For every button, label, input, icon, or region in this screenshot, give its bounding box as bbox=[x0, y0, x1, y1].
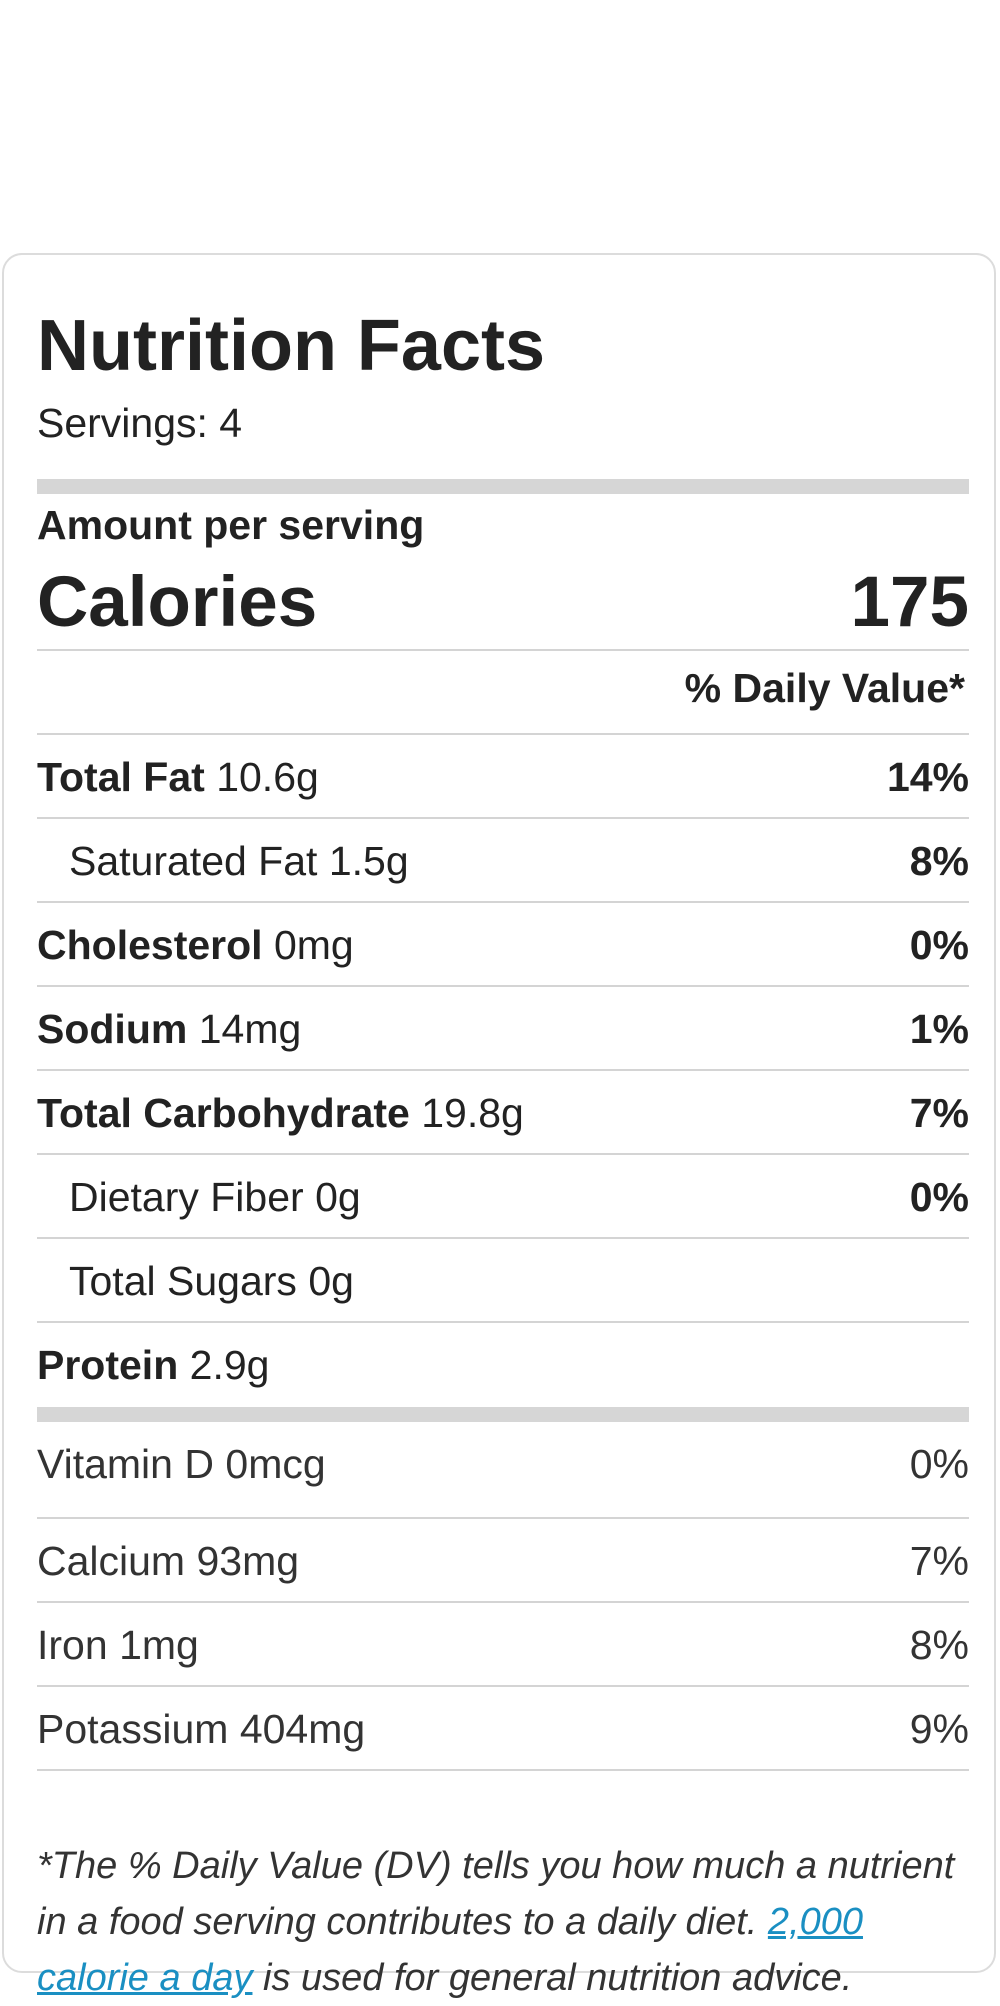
nutrient-row-sodium: Sodium 14mg 1% bbox=[37, 987, 969, 1071]
nutrient-daily-value: 1% bbox=[909, 1006, 969, 1052]
nutrient-label: Total Fat 10.6g bbox=[37, 757, 319, 798]
nutrient-name: Total Sugars bbox=[69, 1258, 297, 1304]
amount-per-serving-label: Amount per serving bbox=[37, 502, 425, 548]
vitamin-amount: 0mcg bbox=[225, 1441, 326, 1487]
divider bbox=[37, 985, 969, 987]
nutrient-name: Total Carbohydrate bbox=[37, 1090, 410, 1136]
divider bbox=[37, 1321, 969, 1323]
nutrient-label: Saturated Fat 1.5g bbox=[69, 841, 409, 882]
daily-value-footnote: *The % Daily Value (DV) tells you how mu… bbox=[37, 1838, 969, 2006]
divider bbox=[37, 649, 969, 651]
vitamin-row-vitamin-d: Vitamin D 0mcg 0% bbox=[37, 1422, 969, 1506]
nutrient-daily-value: 0% bbox=[909, 922, 969, 968]
footnote-text-end: is used for general nutrition advice. bbox=[252, 1957, 853, 1999]
nutrient-label: Total Carbohydrate 19.8g bbox=[37, 1093, 524, 1134]
nutrient-name: Protein bbox=[37, 1342, 179, 1388]
nutrient-label: Total Sugars 0g bbox=[69, 1261, 354, 1302]
nutrient-row-total-fat: Total Fat 10.6g 14% bbox=[37, 735, 969, 819]
vitamin-name: Vitamin D bbox=[37, 1441, 214, 1487]
vitamin-label: Calcium 93mg bbox=[37, 1541, 299, 1582]
divider bbox=[37, 817, 969, 819]
nutrient-row-saturated-fat: Saturated Fat 1.5g 8% bbox=[37, 819, 969, 903]
nutrient-daily-value: 14% bbox=[886, 754, 969, 800]
vitamin-amount: 404mg bbox=[239, 1706, 366, 1752]
nutrient-row-protein: Protein 2.9g bbox=[37, 1323, 969, 1407]
nutrient-amount: 19.8g bbox=[421, 1090, 524, 1136]
nutrient-name: Sodium bbox=[37, 1006, 188, 1052]
vitamin-row-potassium: Potassium 404mg 9% bbox=[37, 1687, 969, 1771]
vitamin-daily-value: 9% bbox=[909, 1706, 969, 1752]
vitamin-daily-value: 8% bbox=[909, 1622, 969, 1668]
vitamin-amount: 1mg bbox=[119, 1622, 199, 1668]
nutrient-amount: 14mg bbox=[198, 1006, 302, 1052]
nutrient-name: Dietary Fiber bbox=[69, 1174, 304, 1220]
divider bbox=[37, 1153, 969, 1155]
footnote-text: *The % Daily Value (DV) tells you how mu… bbox=[37, 1845, 955, 1943]
nutrient-row-total-carbohydrate: Total Carbohydrate 19.8g 7% bbox=[37, 1071, 969, 1155]
nutrient-name: Cholesterol bbox=[37, 922, 263, 968]
nutrient-amount: 2.9g bbox=[189, 1342, 270, 1388]
daily-value-header: % Daily Value* bbox=[684, 665, 965, 711]
vitamin-label: Potassium 404mg bbox=[37, 1709, 365, 1750]
nutrient-daily-value: 7% bbox=[909, 1090, 969, 1136]
nutrient-row-total-sugars: Total Sugars 0g bbox=[37, 1239, 969, 1323]
nutrient-label: Cholesterol 0mg bbox=[37, 925, 354, 966]
vitamin-label: Iron 1mg bbox=[37, 1625, 199, 1666]
nutrient-amount: 0g bbox=[315, 1174, 361, 1220]
nutrient-label: Sodium 14mg bbox=[37, 1009, 301, 1050]
nutrient-amount: 1.5g bbox=[328, 838, 409, 884]
divider bbox=[37, 1685, 969, 1687]
calories-row: Calories 175 bbox=[37, 567, 969, 643]
divider bbox=[37, 1237, 969, 1239]
vitamin-name: Iron bbox=[37, 1622, 108, 1668]
nutrient-amount: 0mg bbox=[273, 922, 354, 968]
divider bbox=[37, 1517, 969, 1519]
divider bbox=[37, 1069, 969, 1071]
nutrition-facts-panel: Nutrition Facts Servings: 4 Amount per s… bbox=[2, 253, 996, 1999]
calories-value: 175 bbox=[850, 563, 969, 642]
nutrient-amount: 10.6g bbox=[216, 754, 319, 800]
calories-label: Calories bbox=[37, 563, 318, 642]
vitamin-row-iron: Iron 1mg 8% bbox=[37, 1603, 969, 1687]
nutrition-facts-title: Nutrition Facts bbox=[37, 306, 546, 386]
vitamin-daily-value: 7% bbox=[909, 1538, 969, 1584]
nutrient-name: Total Fat bbox=[37, 754, 205, 800]
vitamin-row-calcium: Calcium 93mg 7% bbox=[37, 1519, 969, 1603]
divider bbox=[37, 1601, 969, 1603]
vitamin-name: Potassium bbox=[37, 1706, 229, 1752]
nutrient-label: Dietary Fiber 0g bbox=[69, 1177, 361, 1218]
vitamin-amount: 93mg bbox=[196, 1538, 300, 1584]
divider bbox=[37, 901, 969, 903]
nutrient-daily-value: 8% bbox=[909, 838, 969, 884]
vitamin-label: Vitamin D 0mcg bbox=[37, 1444, 326, 1485]
nutrient-label: Protein 2.9g bbox=[37, 1345, 269, 1386]
vitamin-name: Calcium bbox=[37, 1538, 186, 1584]
nutrient-name: Saturated Fat bbox=[69, 838, 318, 884]
divider bbox=[37, 1769, 969, 1771]
nutrient-row-dietary-fiber: Dietary Fiber 0g 0% bbox=[37, 1155, 969, 1239]
thick-divider-vitamins bbox=[37, 1407, 969, 1422]
divider bbox=[37, 733, 969, 735]
vitamin-daily-value: 0% bbox=[909, 1441, 969, 1487]
servings-count: Servings: 4 bbox=[37, 400, 243, 446]
nutrient-amount: 0g bbox=[308, 1258, 354, 1304]
thick-divider-top bbox=[37, 479, 969, 494]
nutrient-daily-value: 0% bbox=[909, 1174, 969, 1220]
nutrient-row-cholesterol: Cholesterol 0mg 0% bbox=[37, 903, 969, 987]
